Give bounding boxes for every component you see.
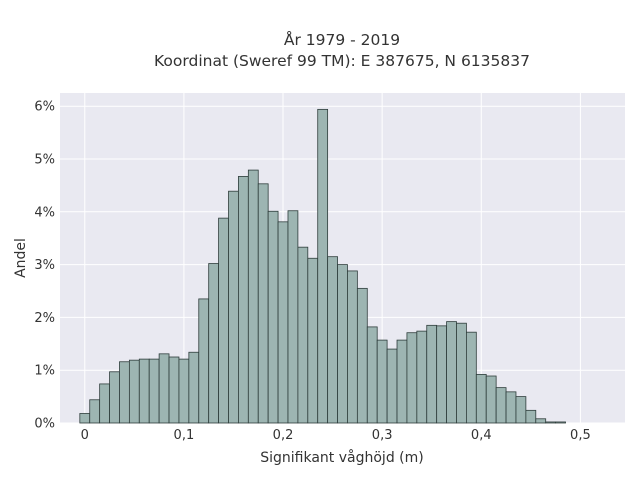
histogram-bar: [257, 183, 269, 424]
histogram-bar: [416, 330, 428, 424]
histogram-bar: [188, 351, 200, 424]
histogram-bar: [218, 217, 229, 424]
histogram-bar: [545, 421, 557, 424]
histogram-bar: [505, 391, 517, 424]
y-tick-label: 1%: [34, 364, 55, 379]
histogram-bar: [475, 374, 487, 424]
y-axis-label: Andel: [13, 238, 29, 278]
histogram-bar: [99, 383, 110, 424]
y-tick-label: 5%: [34, 153, 55, 168]
histogram-bar: [347, 270, 358, 424]
histogram-bar: [168, 356, 180, 424]
histogram-bar: [495, 387, 507, 424]
y-tick-label: 3%: [34, 258, 55, 273]
x-tick-label: 0,4: [471, 428, 492, 443]
histogram-bar: [128, 359, 140, 424]
histogram-bar: [267, 210, 279, 424]
histogram-bar: [337, 264, 348, 424]
histogram-bar: [456, 322, 467, 424]
histogram-bar: [297, 246, 309, 424]
histogram-bar: [89, 399, 101, 424]
histogram-bar: [138, 358, 150, 424]
x-tick-label: 0,2: [273, 428, 294, 443]
y-tick-label: 6%: [34, 100, 55, 115]
x-tick-label: 0,5: [570, 428, 591, 443]
histogram-bar: [446, 321, 457, 424]
histogram-bar: [208, 263, 219, 424]
histogram-bar: [317, 108, 329, 424]
x-tick-label: 0,1: [174, 428, 195, 443]
histogram-bar: [228, 190, 239, 424]
histogram-bar: [485, 375, 497, 424]
histogram-bar: [287, 210, 299, 424]
histogram-bar: [386, 348, 398, 424]
histogram-bar: [406, 332, 418, 424]
x-tick-label: 0,3: [372, 428, 393, 443]
y-tick-label: 4%: [34, 205, 55, 220]
y-tick-labels: 0% 1% 2% 3% 4% 5% 6%: [34, 100, 55, 432]
y-tick-label: 0%: [34, 417, 55, 432]
histogram-bar: [436, 325, 447, 424]
histogram-bar: [525, 409, 537, 424]
histogram-bar: [396, 339, 408, 424]
histogram-bar: [426, 324, 438, 424]
histogram-bar: [119, 361, 130, 424]
histogram-bar: [277, 221, 289, 424]
chart-title-line-2: Koordinat (Sweref 99 TM): E 387675, N 61…: [154, 52, 530, 70]
histogram-bar: [376, 339, 388, 424]
histogram-bars: [79, 108, 566, 424]
histogram-bar: [307, 257, 319, 424]
x-tick-label: 0: [81, 428, 89, 443]
y-tick-label: 2%: [34, 311, 55, 326]
histogram-bar: [198, 298, 210, 424]
x-axis-label: Signifikant våghöjd (m): [260, 449, 423, 466]
histogram-bar: [178, 358, 190, 424]
histogram-bar: [366, 326, 378, 424]
histogram-bar: [148, 358, 160, 424]
histogram-bar: [238, 176, 249, 424]
histogram-bar: [79, 413, 91, 424]
x-tick-labels: 0 0,1 0,2 0,3 0,4 0,5: [81, 428, 591, 443]
histogram-bar: [356, 287, 368, 424]
histogram-bar: [515, 396, 527, 424]
histogram-bar: [247, 169, 259, 424]
histogram-bar: [109, 371, 120, 424]
histogram-bar: [466, 331, 477, 424]
chart-title-line-1: År 1979 - 2019: [284, 30, 400, 49]
histogram-bar: [158, 353, 170, 424]
histogram-bar: [555, 421, 566, 424]
histogram-bar: [535, 418, 547, 424]
histogram-bar: [327, 256, 338, 424]
